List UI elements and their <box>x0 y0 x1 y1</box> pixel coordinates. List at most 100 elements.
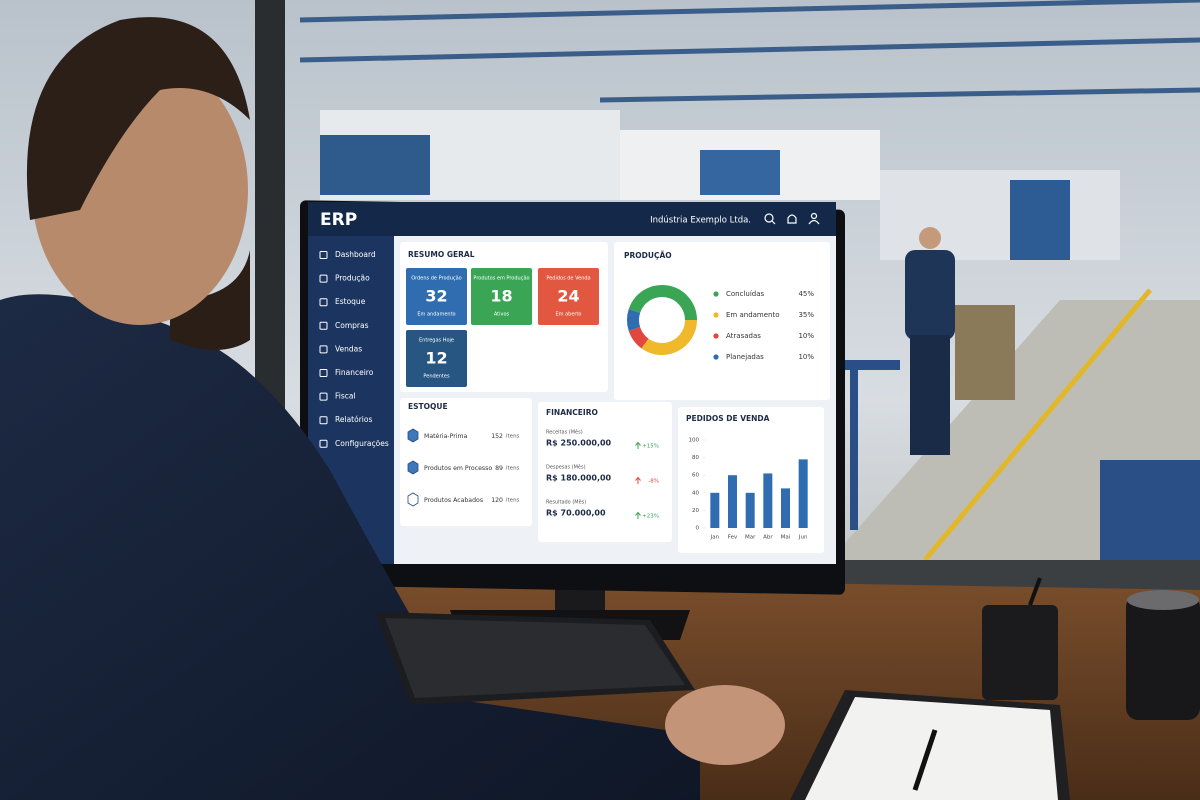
donut-segment <box>628 285 697 321</box>
top-bar <box>308 202 836 236</box>
menu-item: Compras <box>335 321 369 330</box>
x-tick-label: Fev <box>728 535 738 541</box>
summary-card <box>406 330 467 387</box>
stock-value: 120 <box>491 497 503 504</box>
value-label: 45% <box>798 290 814 298</box>
stock-value: 89 <box>495 465 503 472</box>
donut-segment <box>641 319 697 355</box>
logo: ERP <box>320 210 357 230</box>
card-label: Produtos em Produção <box>473 276 529 282</box>
legend-dot <box>713 333 719 339</box>
menu-icon <box>319 298 328 307</box>
menu-item: Financeiro <box>335 368 374 377</box>
worker <box>905 227 955 455</box>
legend-dot <box>713 354 719 360</box>
x-tick-label: Jun <box>798 535 808 541</box>
panel-title: PRODUÇÃO <box>624 251 672 260</box>
menu-item: Relatórios <box>335 415 372 424</box>
stock-label: Produtos Acabados <box>424 497 483 504</box>
bar <box>745 492 755 528</box>
menu-item: Estoque <box>335 297 366 306</box>
menu-icon <box>319 251 328 259</box>
summary-card <box>471 268 532 325</box>
card-note: Em andamento <box>417 312 455 318</box>
menu-icon <box>319 321 328 330</box>
finance-value: R$ 180.000,00 <box>546 474 612 483</box>
finance-change: -8% <box>648 479 659 485</box>
panel <box>400 398 532 526</box>
company-name: Indústria Exemplo Ltda. <box>650 216 751 226</box>
top-icons <box>764 212 820 225</box>
x-tick-label: Jan <box>710 535 720 541</box>
pen-holder <box>982 577 1200 720</box>
donut-segment <box>628 326 649 349</box>
panel-title: FINANCEIRO <box>546 408 598 417</box>
menu-icon <box>319 274 328 283</box>
card-label: Pedidos de Venda <box>546 276 590 282</box>
x-tick-label: Mai <box>781 535 791 541</box>
finance-label: Despesas (Mês) <box>546 464 586 471</box>
menu-icon <box>319 416 328 425</box>
menu-item: Produção <box>335 274 370 283</box>
stock-value: 152 <box>491 433 503 440</box>
card-value: 18 <box>490 287 512 306</box>
legend-label: Planejadas <box>726 353 764 361</box>
y-tick-label: 100 <box>689 438 700 444</box>
menu-item: Dashboard <box>335 250 376 259</box>
panel <box>614 242 830 400</box>
card-note: Ativos <box>494 312 510 318</box>
x-tick-label: Abr <box>763 535 773 541</box>
y-tick-label: 60 <box>692 473 699 479</box>
panel-title: ESTOQUE <box>408 402 448 411</box>
finance-value: R$ 70.000,00 <box>546 509 606 518</box>
cube-icon <box>407 492 419 507</box>
cube-icon <box>407 460 419 475</box>
stock-label: Produtos em Processo <box>424 465 492 472</box>
legend-dot <box>713 312 719 318</box>
stock-unit: itens <box>506 434 520 440</box>
stock-label: Matéria-Prima <box>424 432 468 440</box>
value-label: 10% <box>798 353 814 361</box>
panel <box>538 402 672 542</box>
stock-unit: itens <box>506 498 520 504</box>
bar <box>763 473 773 528</box>
menu-icon <box>319 439 328 448</box>
donut-segment <box>627 309 641 331</box>
stock-unit: itens <box>506 466 520 472</box>
value-label: 10% <box>798 332 814 340</box>
legend-dot <box>713 291 719 297</box>
cube-icon <box>407 428 419 443</box>
trend-arrow <box>635 511 641 519</box>
trend-arrow <box>635 476 641 484</box>
finance-change: +23% <box>642 514 659 520</box>
legend-label: Concluídas <box>726 290 765 298</box>
finance-value: R$ 250.000,00 <box>546 439 612 448</box>
trend-arrow <box>635 441 641 449</box>
summary-card <box>406 268 467 325</box>
bar <box>798 459 808 528</box>
bar <box>781 488 790 528</box>
card-value: 32 <box>425 287 447 306</box>
panel-title: RESUMO GERAL <box>408 250 475 259</box>
finance-label: Receitas (Mês) <box>546 429 583 436</box>
floor-line <box>923 288 1152 562</box>
summary-card <box>538 268 599 325</box>
card-note: Em aberto <box>555 312 581 318</box>
panel-title: PEDIDOS DE VENDA <box>686 414 770 423</box>
card-value: 24 <box>557 287 579 306</box>
clipboard <box>790 690 1070 800</box>
factory-machines <box>320 110 1120 260</box>
y-tick-label: 20 <box>692 508 699 514</box>
legend-label: Em andamento <box>726 311 780 319</box>
card-value: 12 <box>425 349 447 368</box>
bar <box>710 492 720 528</box>
man <box>0 17 785 800</box>
finance-label: Resultado (Mês) <box>546 499 586 506</box>
x-tick-label: Mar <box>745 535 756 541</box>
menu-item: Configurações <box>335 439 389 448</box>
legend-label: Atrasadas <box>726 332 761 340</box>
y-tick-label: 0 <box>696 526 700 532</box>
y-tick-label: 80 <box>692 455 699 461</box>
card-note: Pendentes <box>423 374 450 380</box>
